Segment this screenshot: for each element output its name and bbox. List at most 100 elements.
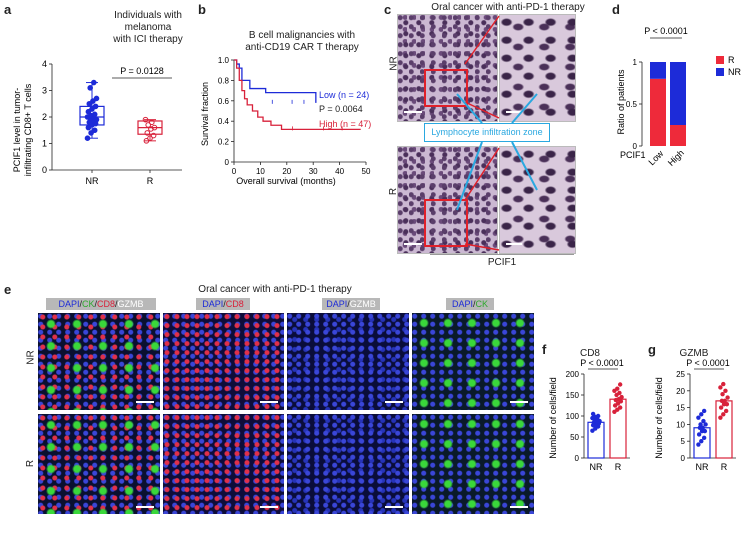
y-tick-label: 0.6 [218,97,230,106]
panel-g-title: GZMB [679,348,709,359]
data-point [720,391,725,397]
data-point [718,385,723,390]
data-point [701,435,707,441]
scale-bar [260,401,278,403]
chip-sep: / [94,299,98,309]
bar-R [715,400,733,459]
panel-a-title-line2: melanoma [124,22,172,33]
panel-g-pvalue: P < 0.0001 [686,358,730,368]
data-point [91,127,98,134]
panel-a-title-line3: with ICI therapy [113,34,183,45]
bar-High-NR [670,62,686,125]
data-point [90,98,96,104]
panel-c-title: Oral cancer with anti-PD-1 therapy [431,2,585,13]
y-tick-label: 50 [570,433,579,442]
chip-sep: / [347,299,350,309]
data-point [149,119,155,126]
panel-label-c: c [384,2,392,17]
y-tick-label: 2 [42,112,47,122]
y-tick-label: 3 [42,86,47,96]
panel-d-row-label: PCIF1 [620,150,646,160]
panel-c-nr-overview-image [397,14,498,122]
data-point [718,415,723,420]
panel-d-legend-r-swatch [716,56,724,64]
data-point [696,415,701,420]
data-point [699,439,704,444]
y-tick-label: 20 [676,387,685,396]
chip-dapi: DAPI [202,299,224,309]
panel-g-chart: 0 5 10 15 20 25 NR R Number of cells/field P < … [654,358,736,472]
chip-sep: / [223,299,226,309]
chip-sep: / [79,299,82,309]
chip-ck: CK [475,299,489,309]
data-point [700,425,705,430]
data-point [142,116,149,123]
data-point [85,124,92,131]
panel-e-chip-merge: DAPI/CK/CD8/GZMB [46,298,156,310]
data-point [699,412,704,417]
panel-d-legend-r: R [728,55,735,65]
bar-Low-R [650,78,666,146]
y-tick-label: 0.2 [218,138,230,147]
km-curve-Low [234,59,317,103]
data-point [148,126,154,132]
y-tick-label: 200 [566,370,580,379]
panel-e-r-merge-image [38,414,160,514]
y-tick-label: 0 [225,158,230,167]
y-tick-label: 0.4 [218,117,230,126]
x-tick-label: High [666,148,686,168]
data-point [615,386,620,391]
chip-dapi: DAPI [58,299,80,309]
y-tick-label: 1 [42,139,47,149]
data-point [721,381,726,387]
data-point [145,122,151,128]
data-point [718,405,724,410]
scale-bar [506,111,522,113]
panel-d-legend-nr-swatch [716,68,724,76]
x-tick-label: R [615,462,622,472]
scale-bar [136,401,154,403]
scale-bar [385,401,403,403]
data-point [91,79,97,86]
panel-c-nr-zoom-image [499,14,576,122]
data-point [617,382,623,387]
data-point [91,111,98,118]
data-point [619,394,624,400]
y-tick-label: 0.8 [218,76,230,85]
panel-d-chart: 0 0.5 1 Low High Ratio of patients P < 0.000… [616,26,741,168]
chip-sep: / [472,299,476,309]
scale-bar [385,506,403,508]
panel-e-r-gzmb-image [287,414,409,514]
data-point [89,106,95,112]
panel-e-row-r: R [25,459,37,468]
data-point [595,413,601,419]
y-tick-label: 150 [566,391,580,400]
data-point [143,138,150,144]
panel-e-nr-merge-image [38,313,160,410]
panel-g-ylabel: Number of cells/field [654,377,664,459]
x-tick-label: NR [696,462,709,472]
y-tick-label: 1.0 [218,56,230,65]
panel-label-d: d [612,2,620,17]
x-tick-label: R [147,176,154,186]
panel-e-nr-ck-image [412,313,534,410]
panel-label-g: g [648,342,656,357]
panel-d-ylabel: Ratio of patients [616,69,626,135]
panel-c-r-zoom-image [499,146,576,254]
x-tick-label: 50 [362,167,371,176]
chip-gzmb: GZMB [117,299,144,309]
panel-b-xlabel: Overall survival (months) [236,176,336,186]
x-tick-label: Low [647,148,666,167]
chip-cd8: CD8 [225,299,244,309]
panel-b-legend-high: High (n = 47) [319,119,371,129]
x-tick-label: 10 [256,167,265,176]
panel-c-nr-inset-box [424,69,468,107]
data-point [151,124,158,131]
data-point [701,408,707,414]
data-point [723,388,728,393]
panel-a-ylabel-line2: infiltrating CD8+ T cells [23,83,33,176]
data-point [725,395,730,400]
scale-bar [506,243,522,245]
panel-b-legend-low: Low (n = 24) [319,90,369,100]
panel-b-chart: 0 0.2 0.4 0.6 0.8 1.0 0 10 20 30 40 50 Survival fra… [200,56,371,186]
